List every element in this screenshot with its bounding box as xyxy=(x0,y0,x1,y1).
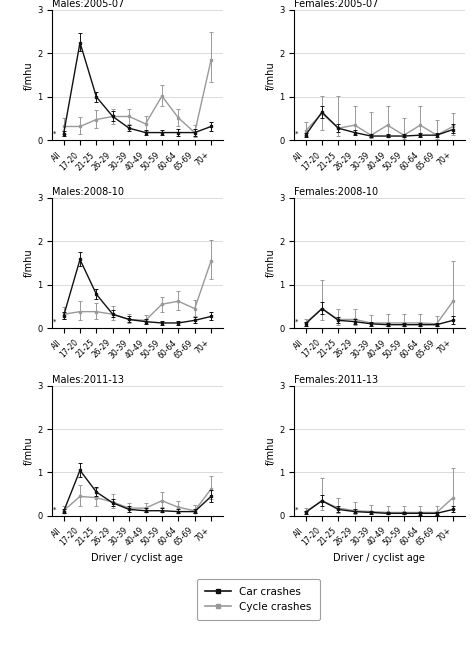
Text: *: * xyxy=(295,506,298,512)
Y-axis label: f/mhu: f/mhu xyxy=(266,248,276,277)
Y-axis label: f/mhu: f/mhu xyxy=(24,248,34,277)
Text: *: * xyxy=(53,506,56,512)
Text: *: * xyxy=(295,318,298,324)
Text: Males:2011-13: Males:2011-13 xyxy=(52,375,124,385)
Text: *: * xyxy=(295,131,298,137)
Y-axis label: f/mhu: f/mhu xyxy=(266,436,276,465)
Text: *: * xyxy=(53,318,56,324)
X-axis label: Driver / cyclist age: Driver / cyclist age xyxy=(333,553,425,563)
Text: Females:2011-13: Females:2011-13 xyxy=(294,375,378,385)
Text: *: * xyxy=(53,131,56,137)
Legend: Car crashes, Cycle crashes: Car crashes, Cycle crashes xyxy=(197,579,320,621)
Y-axis label: f/mhu: f/mhu xyxy=(24,61,34,89)
Text: Males:2008-10: Males:2008-10 xyxy=(52,187,124,197)
Text: Males:2005-07: Males:2005-07 xyxy=(52,0,124,9)
Text: Females:2005-07: Females:2005-07 xyxy=(294,0,379,9)
X-axis label: Driver / cyclist age: Driver / cyclist age xyxy=(91,553,183,563)
Y-axis label: f/mhu: f/mhu xyxy=(24,436,34,465)
Y-axis label: f/mhu: f/mhu xyxy=(266,61,276,89)
Text: Females:2008-10: Females:2008-10 xyxy=(294,187,378,197)
